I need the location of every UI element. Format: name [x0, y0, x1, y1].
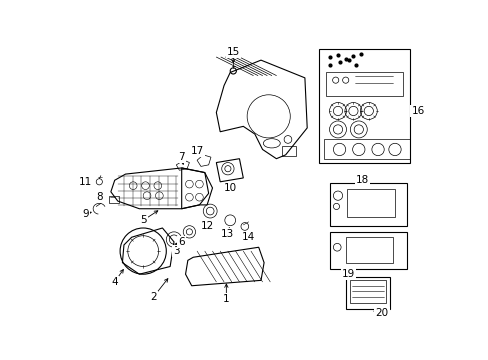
Text: 14: 14 [242, 232, 255, 242]
Text: 2: 2 [150, 292, 156, 302]
Bar [325, 72, 402, 95]
Bar [318, 49, 409, 163]
Text: 8: 8 [96, 192, 102, 202]
Text: 9: 9 [82, 209, 89, 219]
Bar [329, 183, 407, 226]
Bar [346, 189, 394, 217]
Bar [281, 145, 295, 156]
Bar [108, 195, 119, 203]
Text: 17: 17 [190, 146, 203, 156]
Text: 15: 15 [226, 48, 240, 58]
Text: 20: 20 [375, 308, 387, 318]
Text: 18: 18 [355, 175, 368, 185]
Bar [345, 276, 389, 309]
Text: 12: 12 [200, 221, 213, 231]
Bar [349, 280, 385, 303]
Text: 6: 6 [178, 237, 184, 247]
Text: 3: 3 [173, 246, 179, 256]
Text: 11: 11 [79, 177, 92, 187]
Bar [345, 237, 393, 264]
Text: 1: 1 [223, 294, 229, 304]
Text: 16: 16 [410, 106, 424, 116]
Bar [324, 139, 409, 159]
Text: 13: 13 [221, 229, 234, 239]
Text: 10: 10 [223, 183, 236, 193]
Bar [329, 232, 407, 269]
Text: 7: 7 [178, 152, 184, 162]
Text: 5: 5 [140, 215, 146, 225]
Text: 4: 4 [111, 277, 118, 287]
Text: 19: 19 [342, 269, 355, 279]
